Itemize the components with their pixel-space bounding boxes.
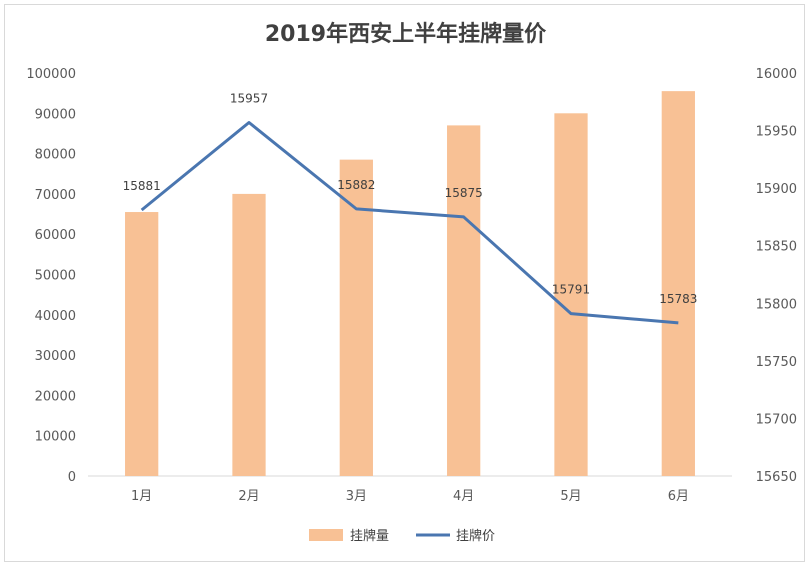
left-tick-label: 50000 — [35, 269, 76, 284]
chart-title: 2019年西安上半年挂牌量价 — [264, 22, 547, 47]
price-data-label: 15783 — [659, 292, 697, 306]
bar — [447, 125, 481, 476]
bar — [339, 159, 373, 476]
price-data-label: 15881 — [123, 179, 161, 193]
legend-bar-label: 挂牌量 — [350, 528, 389, 544]
legend-bar-swatch — [309, 529, 343, 541]
left-tick-label: 0 — [68, 470, 76, 485]
x-tick-label: 6月 — [668, 489, 689, 504]
right-tick-label: 15700 — [756, 412, 797, 427]
right-tick-label: 15750 — [756, 355, 797, 370]
bar — [125, 212, 159, 476]
bar — [661, 91, 695, 476]
legend: 挂牌量 挂牌价 — [309, 528, 495, 544]
left-tick-label: 70000 — [35, 188, 76, 203]
x-tick-label: 2月 — [238, 489, 259, 504]
price-data-label: 15957 — [230, 92, 268, 106]
right-tick-label: 15650 — [756, 470, 797, 485]
x-tick-label: 5月 — [560, 489, 581, 504]
left-axis: 0 10000 20000 30000 40000 50000 60000 70000 8000… — [26, 67, 76, 485]
left-tick-label: 90000 — [35, 107, 76, 122]
right-axis: 15650 15700 15750 15800 15850 15900 15950 16000 — [756, 67, 797, 485]
line-series: 15881 15957 15882 15875 15791 15783 — [123, 92, 697, 325]
right-tick-label: 16000 — [756, 67, 797, 82]
x-axis: 1月 2月 3月 4月 5月 6月 — [131, 489, 689, 504]
bar — [232, 193, 266, 476]
price-data-label: 15882 — [337, 178, 375, 192]
left-tick-label: 60000 — [35, 228, 76, 243]
price-data-label: 15791 — [552, 283, 590, 297]
left-tick-label: 10000 — [35, 430, 76, 445]
price-line — [140, 121, 679, 325]
bar-series — [125, 91, 695, 477]
x-tick-label: 4月 — [453, 489, 474, 504]
left-tick-label: 20000 — [35, 389, 76, 404]
right-tick-label: 15800 — [756, 297, 797, 312]
left-tick-label: 40000 — [35, 309, 76, 324]
price-data-label: 15875 — [445, 186, 483, 200]
left-tick-label: 30000 — [35, 349, 76, 364]
x-tick-label: 3月 — [346, 489, 367, 504]
right-tick-label: 15850 — [756, 240, 797, 255]
bar — [554, 113, 588, 477]
left-tick-label: 80000 — [35, 148, 76, 163]
legend-line-label: 挂牌价 — [456, 528, 495, 544]
right-tick-label: 15950 — [756, 125, 797, 140]
right-tick-label: 15900 — [756, 182, 797, 197]
left-tick-label: 100000 — [26, 67, 76, 82]
x-tick-label: 1月 — [131, 489, 152, 504]
